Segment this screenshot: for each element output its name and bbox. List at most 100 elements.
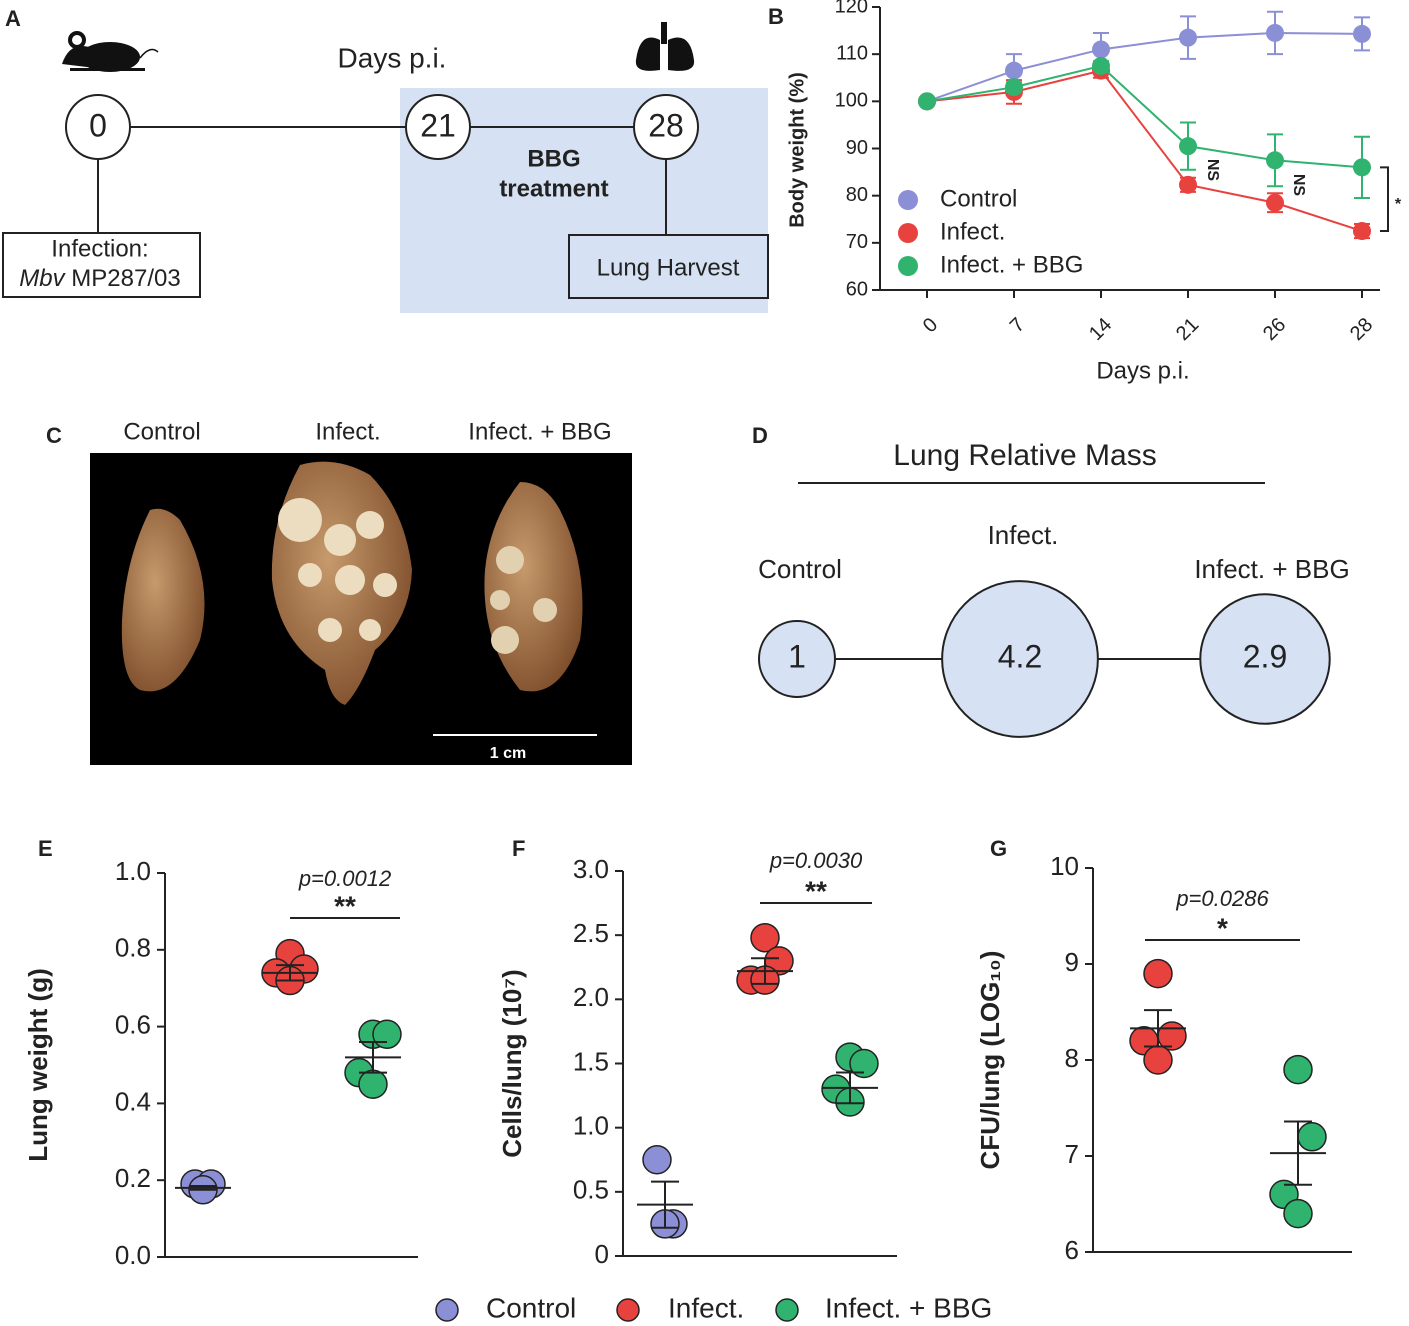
data-point (1353, 158, 1371, 177)
legend-label: Control (486, 1292, 576, 1323)
y-tick-label: 1.5 (573, 1046, 609, 1076)
timepoint-label: 28 (648, 107, 684, 143)
timepoint-label: 21 (420, 107, 456, 143)
y-tick-label: 80 (846, 184, 868, 206)
legend-label: Infect. + BBG (825, 1292, 992, 1323)
panel-label: D (752, 423, 768, 448)
y-tick-label: 0.5 (573, 1175, 609, 1205)
data-point (1283, 1198, 1313, 1229)
panel-label: B (768, 4, 784, 29)
data-point (1283, 1054, 1313, 1085)
legend-label: Control (940, 185, 1017, 212)
data-point (358, 1069, 388, 1099)
panel-label: E (38, 836, 53, 861)
p-value: p=0.0030 (769, 848, 863, 873)
data-point (1005, 61, 1023, 80)
mass-circle (758, 620, 836, 698)
timepoint (65, 94, 131, 160)
harvest-box (568, 234, 769, 299)
x-tick-label: 14 (1085, 314, 1116, 345)
data-point (372, 1019, 402, 1050)
data-point (1297, 1122, 1327, 1152)
data-point (1266, 151, 1284, 170)
data-point (1179, 175, 1197, 194)
x-tick-label: 26 (1259, 314, 1290, 345)
y-tick-label: 0.8 (115, 933, 151, 963)
x-axis-label: Days p.i. (1096, 357, 1189, 384)
sem-bar (836, 1071, 864, 1105)
category-label: Infect. (988, 520, 1059, 550)
sem-bar (751, 957, 779, 985)
data-point (642, 1145, 672, 1175)
lung-icon (635, 22, 695, 71)
category-label: Infect. + BBG (1194, 554, 1349, 584)
timeline-title: Days p.i. (338, 42, 447, 73)
legend-marker (775, 1298, 799, 1322)
bracket (1380, 166, 1389, 233)
timepoint (633, 94, 699, 160)
p-value: p=0.0012 (298, 866, 391, 891)
infection-strain: Mbv MP287/03 (19, 265, 180, 292)
y-axis-label: Lung weight (g) (23, 968, 53, 1162)
mass-circle (1199, 593, 1331, 725)
data-point (849, 1048, 879, 1079)
y-tick-label: 9 (1065, 947, 1079, 977)
y-axis-label: CFU/lung (LOG₁₀) (975, 951, 1005, 1170)
y-tick-label: 10 (1050, 851, 1079, 881)
series-line (926, 64, 1363, 169)
infection-label: Infection: (51, 235, 148, 262)
legend-label: Infect. + BBG (940, 251, 1083, 278)
treatment-label: treatment (499, 175, 608, 202)
annotation: * (1395, 196, 1402, 213)
data-point (1143, 958, 1173, 989)
legend-marker (898, 223, 918, 243)
legend-marker (898, 256, 918, 276)
y-tick-label: 1.0 (115, 856, 151, 886)
sem-bar (359, 1040, 387, 1074)
y-tick-label: 0 (595, 1239, 609, 1269)
scale-label: 1 cm (490, 745, 526, 762)
significance: ** (805, 875, 827, 906)
data-point (1092, 40, 1110, 59)
panel-a: A Days p.i. 0 21 28 BBG treatment Infect… (2, 6, 769, 313)
legend-marker (616, 1298, 640, 1322)
sem-bar (1284, 1120, 1312, 1186)
panel-label: C (46, 423, 62, 448)
y-tick-label: 2.0 (573, 982, 609, 1012)
significance: * (1217, 912, 1228, 943)
y-tick-label: 0.0 (115, 1240, 151, 1270)
mass-value: 2.9 (1243, 638, 1287, 674)
nodules (278, 498, 397, 642)
x-tick-label: 7 (1006, 314, 1029, 337)
panel-label: A (5, 6, 21, 31)
timepoint (405, 94, 471, 160)
y-tick-label: 120 (835, 0, 868, 17)
treatment-label: BBG (527, 145, 580, 172)
p-value: p=0.0286 (1175, 886, 1269, 911)
legend-marker (435, 1298, 459, 1322)
y-axis-label: Cells/lung (10⁷) (497, 969, 527, 1157)
y-tick-label: 100 (835, 90, 868, 112)
category-label: Control (758, 554, 842, 584)
series-line (926, 69, 1363, 232)
x-tick-label: 0 (919, 314, 942, 337)
diagram-title: Lung Relative Mass (893, 439, 1156, 472)
nodules (490, 546, 557, 654)
y-tick-label: 6 (1065, 1235, 1079, 1265)
y-tick-label: 8 (1065, 1043, 1079, 1073)
annotation: NS (1204, 159, 1221, 182)
data-point (1179, 28, 1197, 47)
data-point (1266, 193, 1284, 212)
data-point (1005, 78, 1023, 97)
y-tick-label: 0.6 (115, 1009, 151, 1039)
mouse-icon (62, 31, 159, 72)
y-tick-label: 110 (836, 42, 868, 64)
y-tick-label: 0.2 (115, 1163, 151, 1193)
x-tick-label: 21 (1172, 314, 1203, 345)
timepoint-label: 0 (89, 107, 107, 143)
legend-label: Infect. (668, 1292, 744, 1323)
data-point (1179, 137, 1197, 156)
sem-bar (1144, 1009, 1172, 1048)
series-line (926, 31, 1363, 103)
